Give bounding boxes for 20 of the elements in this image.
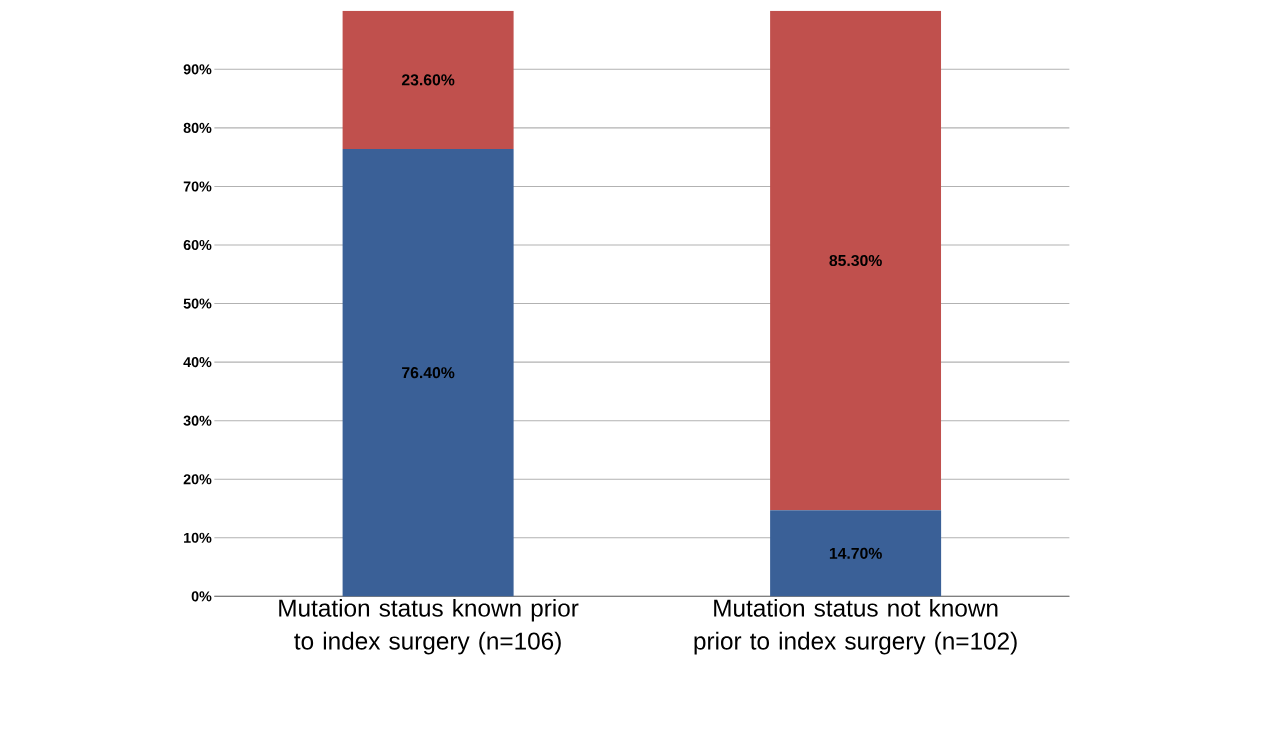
y-tick-label: 80% [183, 122, 212, 133]
y-tick-label: 90% [183, 64, 212, 75]
data-label: 76.40% [402, 366, 455, 379]
y-tick-label: 40% [183, 356, 212, 368]
data-label: 23.60% [401, 74, 455, 86]
y-tick-label: 10% [184, 532, 212, 543]
y-tick-label: 20% [183, 474, 212, 485]
y-tick-label: 0% [191, 591, 212, 602]
x-tick-label: Mutation status known prior to index surgery (n=106) [279, 598, 579, 655]
bar [770, 10, 942, 511]
y-tick-label: 70% [183, 181, 212, 192]
bar [342, 148, 514, 597]
y-tick-label: 60% [183, 239, 212, 250]
bar [770, 510, 942, 597]
y-tick-label: 30% [183, 415, 212, 426]
data-label: 85.30% [829, 254, 882, 266]
data-label: 14.70% [829, 547, 882, 559]
y-tick-label: 50% [183, 298, 212, 309]
x-tick-label: Mutation status not known prior to index surgery (n=102) [694, 598, 1017, 655]
bar [342, 10, 514, 149]
